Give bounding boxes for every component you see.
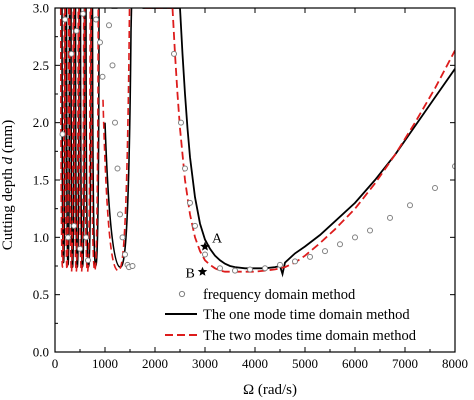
- y-axis-title-variable: d: [0, 156, 16, 164]
- series-frequency-point: [387, 214, 393, 221]
- series-frequency-point: [187, 199, 193, 206]
- series-frequency-point: [262, 265, 268, 272]
- series-frequency-point: [119, 234, 126, 241]
- series-frequency-point: [93, 16, 99, 23]
- y-tick-label: 1.5: [33, 173, 49, 188]
- series-frequency-point: [232, 267, 238, 274]
- series-one-mode-line: [179, 8, 455, 278]
- series-frequency-point: [68, 50, 75, 57]
- y-tick-label: 0.5: [33, 287, 49, 302]
- x-tick-label: 7000: [392, 356, 418, 371]
- series-frequency-point: [217, 265, 223, 272]
- series-frequency-point: [122, 251, 128, 258]
- series-two-modes-lobe: [83, 8, 92, 273]
- series-frequency-point: [202, 251, 208, 258]
- annotation-label-a: A: [212, 232, 223, 247]
- series-two-modes-lobe: [73, 8, 80, 273]
- y-tick-label: 1.0: [33, 230, 49, 245]
- y-tick-label: 3.0: [33, 1, 49, 16]
- series-frequency-point: [114, 165, 121, 172]
- y-tick-label: 2.0: [33, 115, 49, 130]
- series-frequency-point: [432, 185, 438, 192]
- series-frequency-point: [129, 263, 136, 269]
- series-one-mode-lobe: [104, 8, 133, 268]
- y-tick-label: 0.0: [33, 345, 49, 360]
- series-two-modes-lobe: [90, 8, 100, 272]
- x-tick-label: 6000: [342, 356, 368, 371]
- y-axis-title: Cutting depth d (mm): [0, 120, 16, 250]
- x-tick-label: 5000: [292, 356, 318, 371]
- series-two-modes-lobe: [78, 8, 85, 273]
- series-frequency-point: [71, 222, 77, 229]
- series-frequency-point: [337, 241, 343, 248]
- series-layer: [59, 8, 455, 278]
- series-frequency-point: [73, 27, 80, 34]
- series-frequency-point: [192, 222, 198, 229]
- x-tick-label: 4000: [242, 356, 268, 371]
- y-tick-label: 2.5: [33, 58, 49, 73]
- legend-marker-frequency: [178, 290, 186, 298]
- series-frequency-point: [367, 227, 373, 234]
- annotation-star-a: [200, 241, 210, 251]
- y-axis-title-unit: (mm): [0, 120, 16, 157]
- series-frequency-point: [182, 165, 188, 172]
- legend-label-one-mode: The one mode time domain method: [203, 307, 410, 323]
- x-axis-title: Ω (rad/s): [243, 382, 297, 398]
- series-frequency-point: [407, 202, 413, 209]
- series-frequency-point: [178, 119, 184, 126]
- series-two-modes-line: [171, 8, 455, 273]
- y-axis-title-text: Cutting depth: [0, 164, 16, 250]
- series-frequency-point: [59, 131, 66, 138]
- series-two-modes-lobe: [102, 8, 131, 272]
- legend: frequency domain method The one mode tim…: [165, 287, 417, 344]
- axes: 0 1000 2000 3000 4000 5000 6000 7000 8000 0.0 0.5 1…: [33, 1, 468, 372]
- series-frequency-point: [452, 163, 455, 170]
- series-frequency-point: [77, 245, 83, 252]
- x-tick-label: 1000: [92, 356, 118, 371]
- legend-label-frequency: frequency domain method: [203, 287, 356, 303]
- series-frequency-point: [109, 62, 116, 69]
- x-tick-label: 0: [52, 356, 59, 371]
- series-frequency-point: [322, 248, 328, 255]
- series-frequency-point: [292, 258, 298, 265]
- series-frequency-point: [99, 73, 106, 80]
- series-two-modes-lobe: [68, 8, 75, 273]
- series-frequency-point: [247, 266, 253, 273]
- series-frequency-point: [85, 257, 91, 264]
- series-frequency-point: [307, 253, 313, 260]
- series-frequency-point: [97, 39, 103, 46]
- series-frequency-point: [117, 211, 123, 218]
- legend-label-two-modes: The two modes time domain method: [203, 328, 417, 344]
- annotation-label-b: B: [186, 267, 195, 282]
- series-frequency-point: [352, 234, 358, 241]
- series-two-modes-lobe: [64, 8, 70, 271]
- series-frequency-point: [277, 261, 283, 268]
- series-frequency-point: [112, 119, 118, 126]
- series-frequency-point: [65, 234, 71, 241]
- series-frequency-point: [80, 10, 86, 17]
- x-tick-label: 8000: [442, 356, 468, 371]
- series-frequency-point: [171, 50, 177, 57]
- series-frequency-point: [106, 22, 112, 29]
- x-tick-label: 2000: [142, 356, 168, 371]
- series-frequency-point: [83, 234, 89, 241]
- x-tick-label: 3000: [192, 356, 218, 371]
- series-two-modes-lobe: [59, 8, 66, 268]
- series-frequency-point: [62, 16, 68, 23]
- annotation-star-b: [197, 266, 208, 276]
